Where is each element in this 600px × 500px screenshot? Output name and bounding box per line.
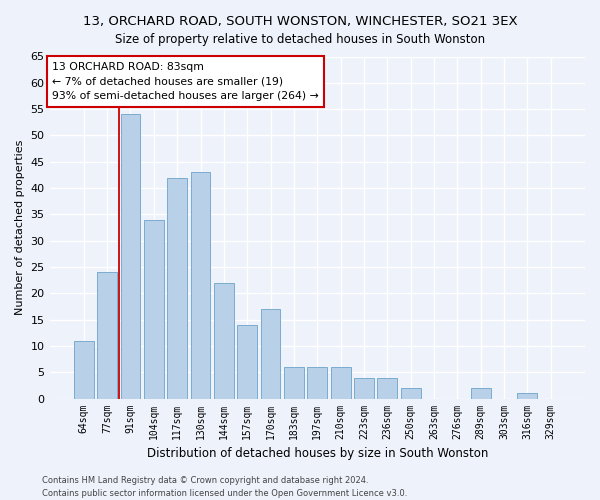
Bar <box>260 309 280 398</box>
Bar <box>144 220 164 398</box>
Bar <box>214 283 234 399</box>
Bar <box>377 378 397 398</box>
Bar <box>471 388 491 398</box>
Text: Size of property relative to detached houses in South Wonston: Size of property relative to detached ho… <box>115 32 485 46</box>
Bar <box>97 272 117 398</box>
X-axis label: Distribution of detached houses by size in South Wonston: Distribution of detached houses by size … <box>146 447 488 460</box>
Text: Contains HM Land Registry data © Crown copyright and database right 2024.
Contai: Contains HM Land Registry data © Crown c… <box>42 476 407 498</box>
Bar <box>284 367 304 398</box>
Text: 13, ORCHARD ROAD, SOUTH WONSTON, WINCHESTER, SO21 3EX: 13, ORCHARD ROAD, SOUTH WONSTON, WINCHES… <box>83 15 517 28</box>
Bar <box>307 367 327 398</box>
Bar <box>331 367 350 398</box>
Bar <box>121 114 140 399</box>
Y-axis label: Number of detached properties: Number of detached properties <box>15 140 25 315</box>
Bar <box>354 378 374 398</box>
Bar <box>238 325 257 398</box>
Bar <box>74 340 94 398</box>
Bar <box>191 172 211 398</box>
Text: 13 ORCHARD ROAD: 83sqm
← 7% of detached houses are smaller (19)
93% of semi-deta: 13 ORCHARD ROAD: 83sqm ← 7% of detached … <box>52 62 319 101</box>
Bar <box>517 394 538 398</box>
Bar <box>401 388 421 398</box>
Bar <box>167 178 187 398</box>
